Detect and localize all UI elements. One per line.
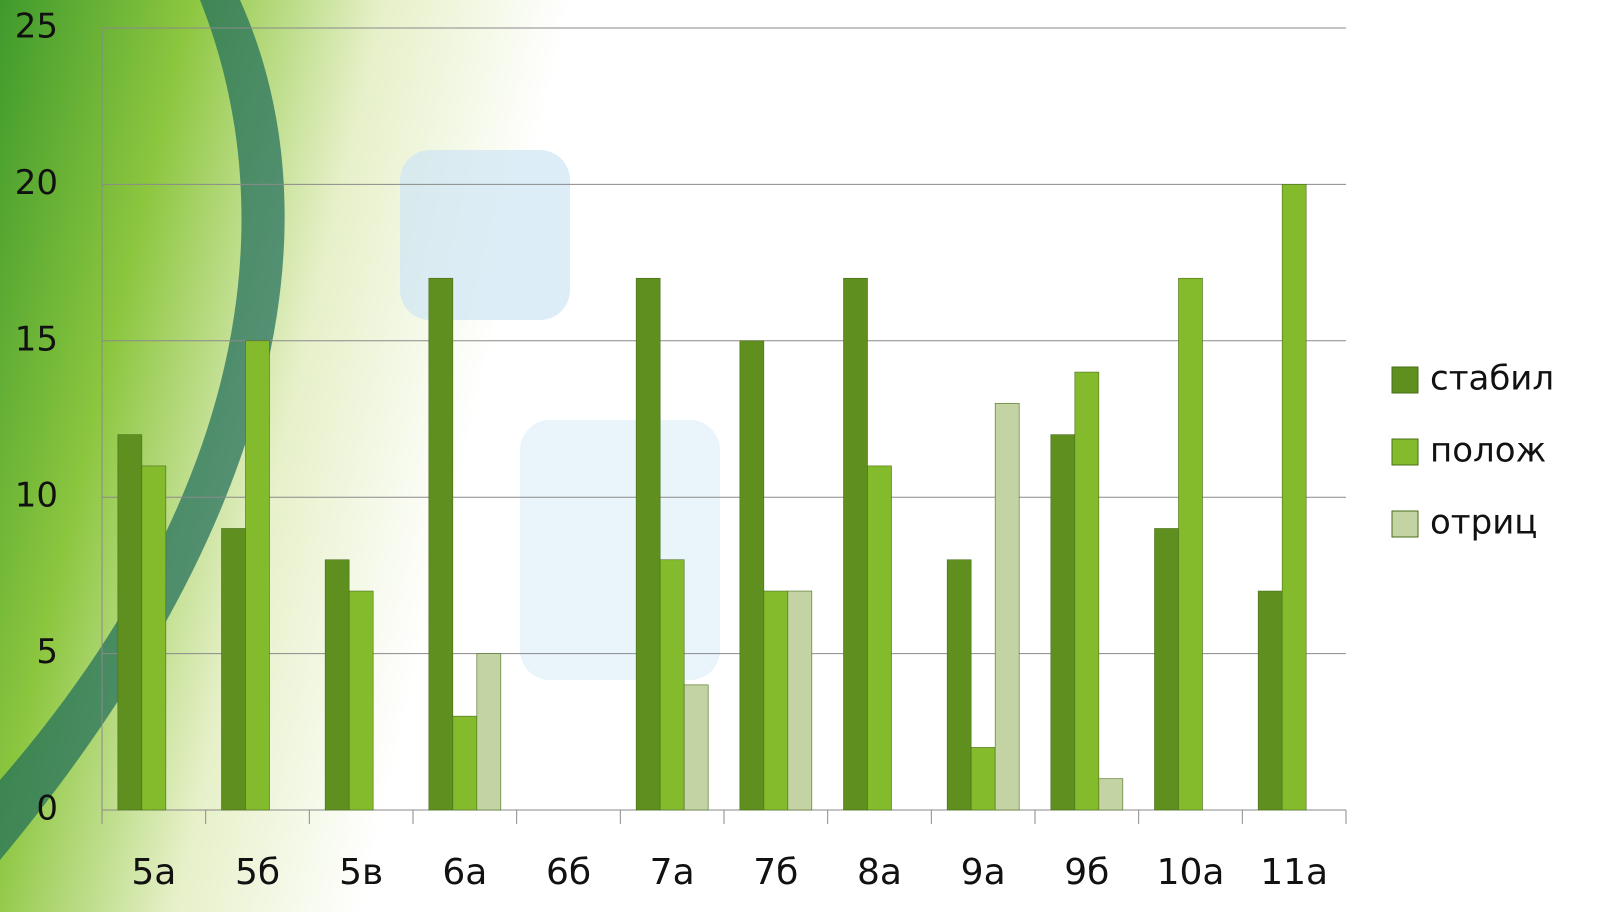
bar xyxy=(245,340,270,811)
legend-swatch xyxy=(1391,438,1419,466)
x-tick-label: 8а xyxy=(857,852,902,893)
bar xyxy=(1154,528,1179,811)
bar xyxy=(348,590,374,811)
bar xyxy=(476,653,502,811)
bar xyxy=(994,403,1020,811)
bar xyxy=(1257,590,1283,811)
bar xyxy=(843,277,868,811)
bar xyxy=(221,528,246,811)
bar xyxy=(739,340,765,811)
y-tick-label: 0 xyxy=(36,789,58,829)
y-tick-label: 10 xyxy=(15,476,58,516)
x-tick-label: 7а xyxy=(650,852,695,893)
bar xyxy=(787,590,813,811)
x-tick-label: 10а xyxy=(1157,852,1225,893)
background-swoosh xyxy=(0,0,285,860)
x-tick-label: 6б xyxy=(546,852,591,893)
legend-label: отриц xyxy=(1430,503,1537,543)
bar xyxy=(763,590,789,811)
x-tick-label: 5в xyxy=(339,852,383,893)
bar xyxy=(1281,184,1307,811)
y-tick-label: 15 xyxy=(15,319,58,359)
bar xyxy=(659,559,685,811)
bar xyxy=(141,465,167,811)
bar xyxy=(1178,277,1203,811)
x-tick-label: 5а xyxy=(131,852,176,893)
bar xyxy=(324,559,350,811)
bar xyxy=(1074,371,1100,811)
legend-swatch xyxy=(1391,510,1419,538)
x-tick-label: 7б xyxy=(753,852,798,893)
y-tick-label: 20 xyxy=(15,163,58,203)
bar xyxy=(1050,434,1076,811)
y-tick-label: 25 xyxy=(15,7,58,47)
legend-label: стабил xyxy=(1430,359,1554,399)
background-shape xyxy=(400,150,570,320)
x-tick-label: 11а xyxy=(1260,852,1328,893)
bar xyxy=(452,715,478,811)
bar xyxy=(946,559,972,811)
bar xyxy=(867,465,892,811)
bar xyxy=(117,434,143,811)
bar xyxy=(970,747,996,811)
legend-label: полож xyxy=(1430,431,1546,471)
x-tick-label: 9а xyxy=(961,852,1006,893)
legend-swatch xyxy=(1391,366,1419,394)
bar xyxy=(683,684,709,811)
x-tick-label: 5б xyxy=(235,852,280,893)
background-shape xyxy=(520,420,720,680)
bar xyxy=(428,277,454,811)
y-tick-label: 5 xyxy=(36,632,58,672)
bar xyxy=(1098,778,1124,811)
bar xyxy=(635,277,661,811)
x-tick-label: 9б xyxy=(1064,852,1109,893)
x-tick-label: 6а xyxy=(442,852,487,893)
